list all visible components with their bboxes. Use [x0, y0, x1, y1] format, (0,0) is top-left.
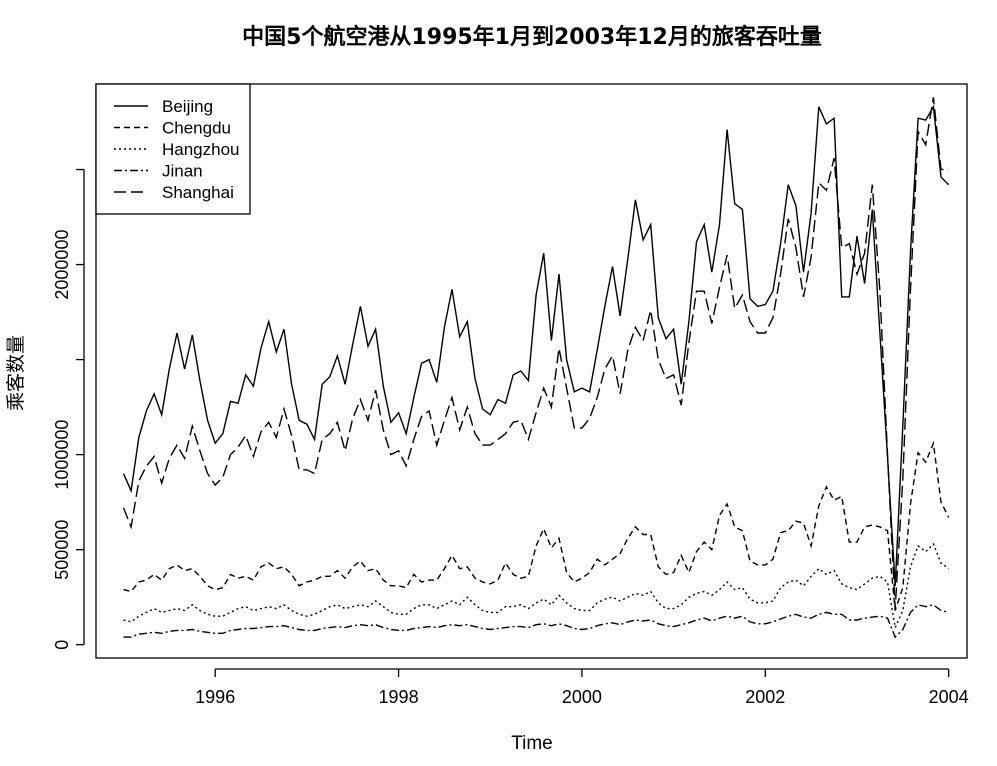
series-line-jinan	[123, 604, 949, 639]
series-line-hangzhou	[123, 542, 950, 631]
legend-label: Beijing	[162, 97, 213, 116]
x-tick-label: 2004	[929, 687, 969, 707]
x-tick-label: 1998	[379, 687, 419, 707]
y-tick-label: 500000	[52, 520, 72, 580]
x-axis: 1996 1998 2000 2002 2004	[195, 668, 969, 707]
chart-title: 中国5个航空港从1995年1月到2003年12月的旅客吞吐量	[242, 24, 822, 50]
y-tick-label: 1000000	[52, 420, 72, 490]
plot-frame	[95, 83, 968, 659]
series-line-chengdu	[123, 440, 950, 611]
series-line-beijing	[122, 104, 950, 586]
legend-label: Jinan	[162, 162, 203, 181]
y-tick-label: 2000000	[52, 230, 72, 300]
legend: Beijing Chengdu Hangzhou Jinan Shanghai	[95, 83, 251, 215]
legend-label: Shanghai	[162, 183, 234, 202]
x-axis-label: Time	[511, 733, 553, 754]
legend-label: Chengdu	[162, 119, 231, 138]
y-tick-label: 0	[52, 640, 72, 650]
series-line-shanghai	[122, 97, 949, 609]
x-tick-label: 2000	[562, 687, 602, 707]
series-group	[122, 97, 950, 639]
x-tick-label: 2002	[745, 687, 785, 707]
y-axis: 0 500000 1000000 2000000	[52, 168, 85, 650]
x-tick-label: 1996	[195, 687, 235, 707]
y-axis-label: 乘客数量	[5, 335, 27, 411]
legend-label: Hangzhou	[162, 140, 240, 159]
